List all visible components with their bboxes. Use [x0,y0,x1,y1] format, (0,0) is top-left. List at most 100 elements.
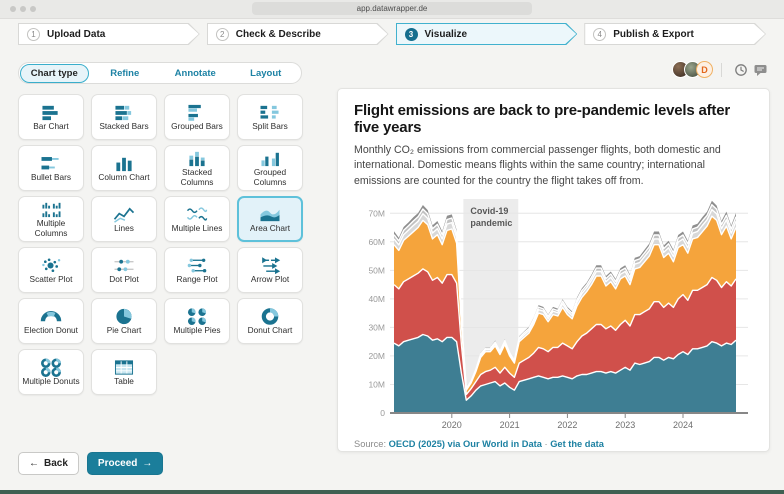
chart-type-multiple-pies[interactable]: Multiple Pies [164,298,230,344]
chart-type-stacked-columns[interactable]: Stacked Columns [164,145,230,191]
tab-layout[interactable]: Layout [250,67,282,79]
donut-chart-icon [261,308,279,325]
bar-chart-icon [42,105,58,120]
footer-actions: ← Back Proceed → [18,452,164,475]
chart-type-area-chart[interactable]: Area Chart [237,196,303,242]
chart-type-multiple-donuts[interactable]: Multiple Donuts [18,349,84,395]
tab-refine[interactable]: Refine [110,67,140,79]
step-label: Visualize [424,28,468,40]
chart-type-label: Arrow Plot [250,273,290,284]
chart-type-label: Lines [114,222,134,233]
chart-title: Flight emissions are back to pre-pandemi… [354,102,730,136]
chart-type-grid: Bar Chart Stacked Bars Grouped Bars Split B… [18,94,303,395]
chart-type-pie-chart[interactable]: Pie Chart [91,298,157,344]
chart-type-range-plot[interactable]: Range Plot [164,247,230,293]
step-check-describe[interactable]: 2 Check & Describe [207,23,389,45]
svg-text:pandemic: pandemic [470,218,512,228]
area-chart-icon [260,209,280,222]
chart-type-arrow-plot[interactable]: Arrow Plot [237,247,303,293]
chart-type-multiple-columns[interactable]: Multiple Columns [18,196,84,242]
source-label: Source: [354,439,387,450]
lines-icon [113,207,135,223]
svg-text:Covid-19: Covid-19 [470,206,508,216]
chart-type-split-bars[interactable]: Split Bars [237,94,303,140]
tab-chart-type[interactable]: Chart type [19,63,89,83]
history-clock-icon[interactable] [734,63,748,77]
svg-text:2024: 2024 [673,420,693,430]
chart-type-label: Scatter Plot [29,273,73,284]
chart-type-bar-chart[interactable]: Bar Chart [18,94,84,140]
chart-type-label: Bullet Bars [30,171,72,182]
tab-annotate[interactable]: Annotate [174,67,216,79]
chart-type-donut-chart[interactable]: Donut Chart [237,298,303,344]
back-arrow-icon: ← [29,458,39,469]
arrow-plot-icon [262,257,281,274]
source-separator: · [544,439,548,450]
chart-type-election-donut[interactable]: Election Donut [18,298,84,344]
preview-chart-svg: 0 10M 20M 30M 40M 50M 60M 70M Covid-19 pandemic 20… [368,199,748,430]
bullet-bars-icon [41,156,59,170]
stacked-columns-icon [189,152,205,167]
step-number: 3 [404,27,418,41]
window-controls[interactable] [10,6,36,12]
multiple-donuts-icon [41,358,61,377]
chart-type-label: Stacked Bars [99,120,149,131]
browser-chrome: app.datawrapper.de [0,0,784,19]
election-donut-icon [40,310,62,322]
step-number: 2 [215,27,229,41]
chart-type-label: Multiple Lines [171,222,223,233]
chart-type-label: Grouped Bars [171,120,223,131]
svg-text:40M: 40M [368,294,385,304]
step-number: 1 [27,27,40,41]
source-link[interactable]: OECD (2025) via Our World in Data [388,439,542,450]
chart-type-label: Split Bars [252,120,288,131]
bottom-edge-strip [0,490,784,494]
step-visualize[interactable]: 3 Visualize [396,23,578,45]
proceed-button[interactable]: Proceed → [86,452,164,475]
chart-type-scatter-plot[interactable]: Scatter Plot [18,247,84,293]
chart-description: Monthly CO₂ emissions from commercial pa… [354,144,721,187]
chart-type-multiple-lines[interactable]: Multiple Lines [164,196,230,242]
range-plot-icon [187,258,207,273]
step-label: Check & Describe [235,28,321,40]
grouped-columns-icon [261,153,279,167]
chart-type-column-chart[interactable]: Column Chart [91,145,157,191]
svg-text:2022: 2022 [557,420,577,430]
chart-type-label: Bar Chart [33,120,69,131]
avatar-initial[interactable]: D [696,61,713,78]
steps-nav: 1 Upload Data 2 Check & Describe 3 Visualize 4… [18,23,766,45]
comments-icon[interactable] [753,63,768,77]
svg-text:20M: 20M [368,351,385,361]
chart-type-label: Stacked Columns [180,167,214,187]
chart-type-bullet-bars[interactable]: Bullet Bars [18,145,84,191]
chart-type-grouped-bars[interactable]: Grouped Bars [164,94,230,140]
chart-type-table[interactable]: Table [91,349,157,395]
scatter-plot-icon [42,258,61,272]
svg-text:70M: 70M [368,208,385,218]
chart-type-dot-plot[interactable]: Dot Plot [91,247,157,293]
chart-type-label: Pie Chart [106,324,142,335]
grouped-bars-icon [188,104,201,121]
stacked-bars-icon [115,105,132,120]
back-button[interactable]: ← Back [18,452,79,475]
svg-text:0: 0 [380,408,385,418]
multiple-pies-icon [187,308,207,325]
chart-preview-card: Flight emissions are back to pre-pandemi… [337,88,770,452]
step-publish-export[interactable]: 4 Publish & Export [584,23,766,45]
chart-type-label: Range Plot [176,273,218,284]
table-icon [114,360,134,375]
chart-type-stacked-bars[interactable]: Stacked Bars [91,94,157,140]
chart-type-grouped-columns[interactable]: Grouped Columns [237,145,303,191]
step-number: 4 [593,27,607,41]
address-bar[interactable]: app.datawrapper.de [252,2,532,15]
svg-text:2023: 2023 [615,420,635,430]
chart-type-label: Area Chart [249,222,291,233]
svg-text:50M: 50M [368,265,385,275]
step-upload-data[interactable]: 1 Upload Data [18,23,200,45]
multiple-lines-icon [186,207,208,221]
chart-type-lines[interactable]: Lines [91,196,157,242]
divider [721,62,722,77]
get-data-link[interactable]: Get the data [550,439,604,450]
svg-text:30M: 30M [368,322,385,332]
